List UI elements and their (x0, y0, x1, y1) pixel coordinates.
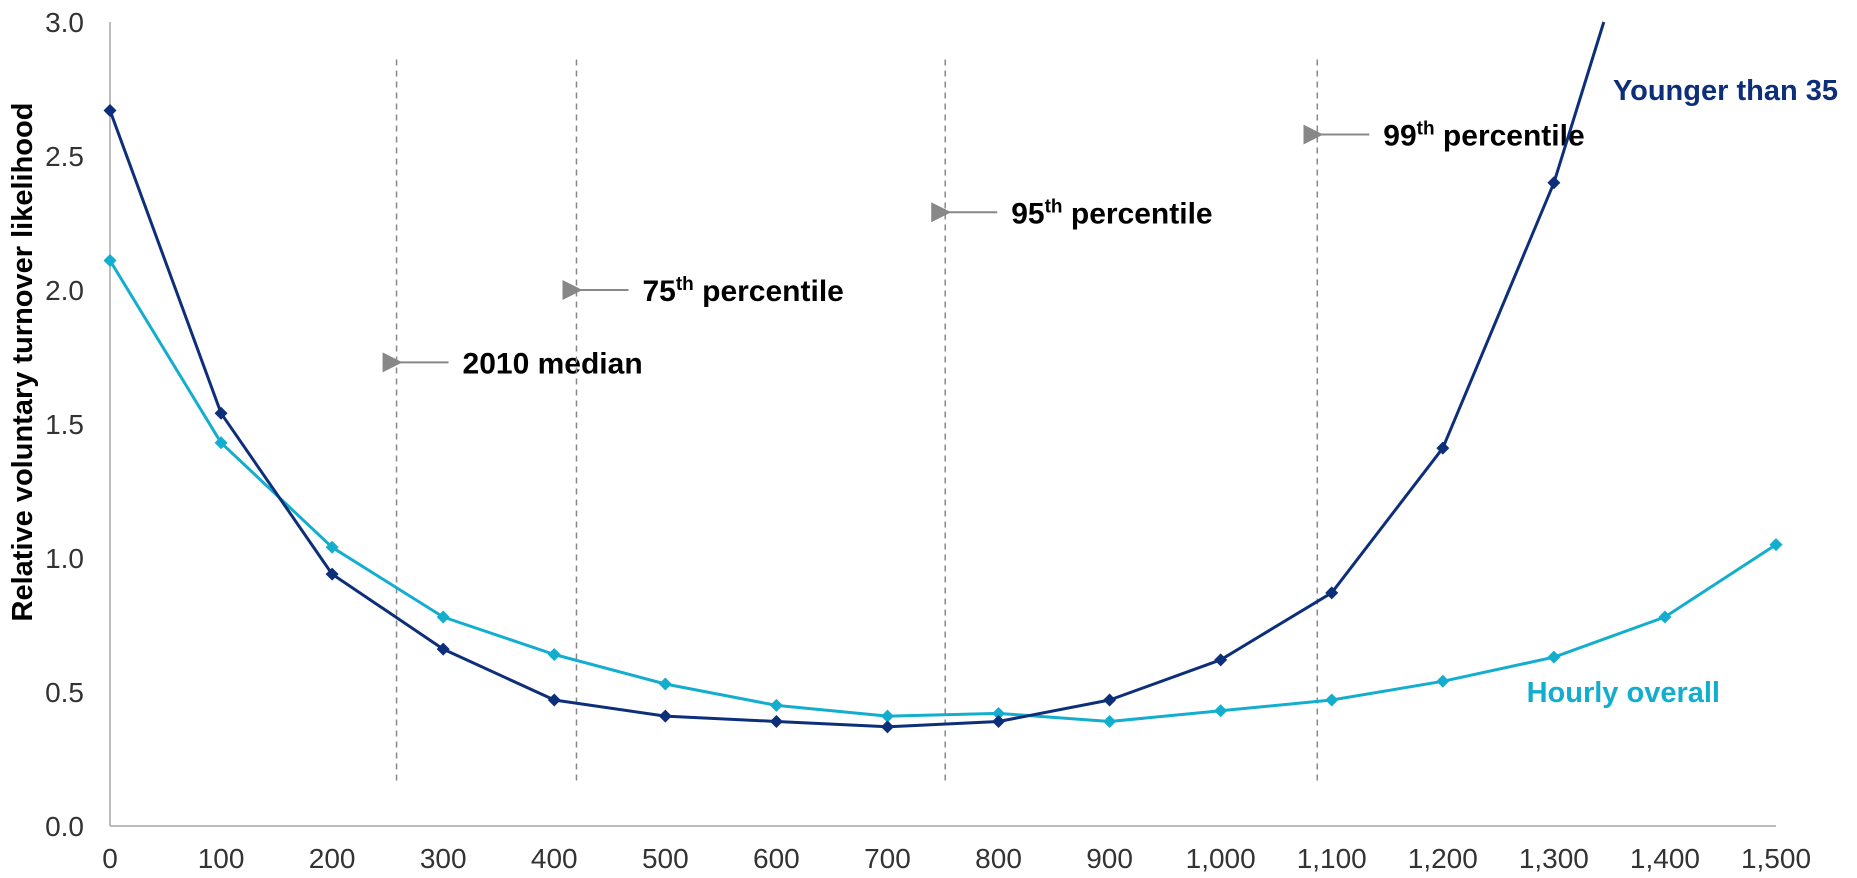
axes: 0 100 200 300 400 500 600 700 800 900 1,000 1,100 1,… (45, 7, 1811, 874)
data-point (103, 254, 117, 268)
data-point (992, 706, 1006, 720)
data-point (436, 610, 450, 624)
data-point (1658, 610, 1672, 624)
x-tick-label: 300 (420, 843, 467, 874)
y-tick-label: 1.5 (45, 409, 84, 440)
data-point (214, 436, 228, 450)
series: Younger than 35 Hourly overall (103, 21, 1838, 734)
data-point (1547, 176, 1561, 190)
series-label-hourly: Hourly overall (1527, 677, 1720, 709)
series-line (108, 21, 1606, 729)
x-tick-label: 200 (309, 843, 356, 874)
x-tick-label: 100 (198, 843, 245, 874)
data-point (1325, 693, 1339, 707)
reference-label: 95th percentile (1011, 196, 1212, 230)
data-point (325, 540, 339, 554)
data-point (1325, 586, 1339, 600)
data-point (658, 677, 672, 691)
reference-lines: 2010 median 75th percentile 95th percentil… (382, 59, 1585, 784)
y-axis-label: Relative voluntary turnover likelihood (7, 103, 39, 622)
x-tick-label: 0 (102, 843, 118, 874)
data-point (1214, 704, 1228, 718)
x-tick-label: 1,200 (1408, 843, 1478, 874)
x-tick-label: 1,300 (1519, 843, 1589, 874)
x-tick-label: 900 (1086, 843, 1133, 874)
y-tick-label: 1.0 (45, 543, 84, 574)
data-point (1103, 714, 1117, 728)
data-point (1547, 650, 1561, 664)
data-point (880, 720, 894, 734)
reference-label: 75th percentile (642, 274, 843, 308)
x-tick-label: 1,000 (1186, 843, 1256, 874)
reference-label: 2010 median (463, 347, 643, 380)
x-tick-label: 500 (642, 843, 689, 874)
data-point (1103, 693, 1117, 707)
data-point (547, 647, 561, 661)
data-point (658, 709, 672, 723)
data-point (436, 642, 450, 656)
data-point (103, 103, 117, 117)
x-tick-label: 700 (864, 843, 911, 874)
series-line (108, 259, 1777, 723)
data-point (325, 567, 339, 581)
reference-label: 99th percentile (1383, 119, 1584, 153)
x-tick-label: 600 (753, 843, 800, 874)
data-point (769, 698, 783, 712)
data-point (880, 709, 894, 723)
data-point (1769, 538, 1783, 552)
data-point (992, 714, 1006, 728)
y-tick-label: 3.0 (45, 7, 84, 38)
data-point (1214, 653, 1228, 667)
x-tick-label: 1,100 (1297, 843, 1367, 874)
data-point (1436, 674, 1450, 688)
data-point (769, 714, 783, 728)
x-tick-label: 800 (975, 843, 1022, 874)
x-tick-label: 1,500 (1741, 843, 1811, 874)
x-tick-label: 1,400 (1630, 843, 1700, 874)
series-label-younger: Younger than 35 (1613, 75, 1838, 107)
data-point (214, 406, 228, 420)
data-point (547, 693, 561, 707)
y-tick-label: 0.0 (45, 811, 84, 842)
y-tick-label: 2.5 (45, 141, 84, 172)
data-point (1436, 441, 1450, 455)
y-tick-label: 2.0 (45, 275, 84, 306)
y-tick-label: 0.5 (45, 677, 84, 708)
x-tick-label: 400 (531, 843, 578, 874)
